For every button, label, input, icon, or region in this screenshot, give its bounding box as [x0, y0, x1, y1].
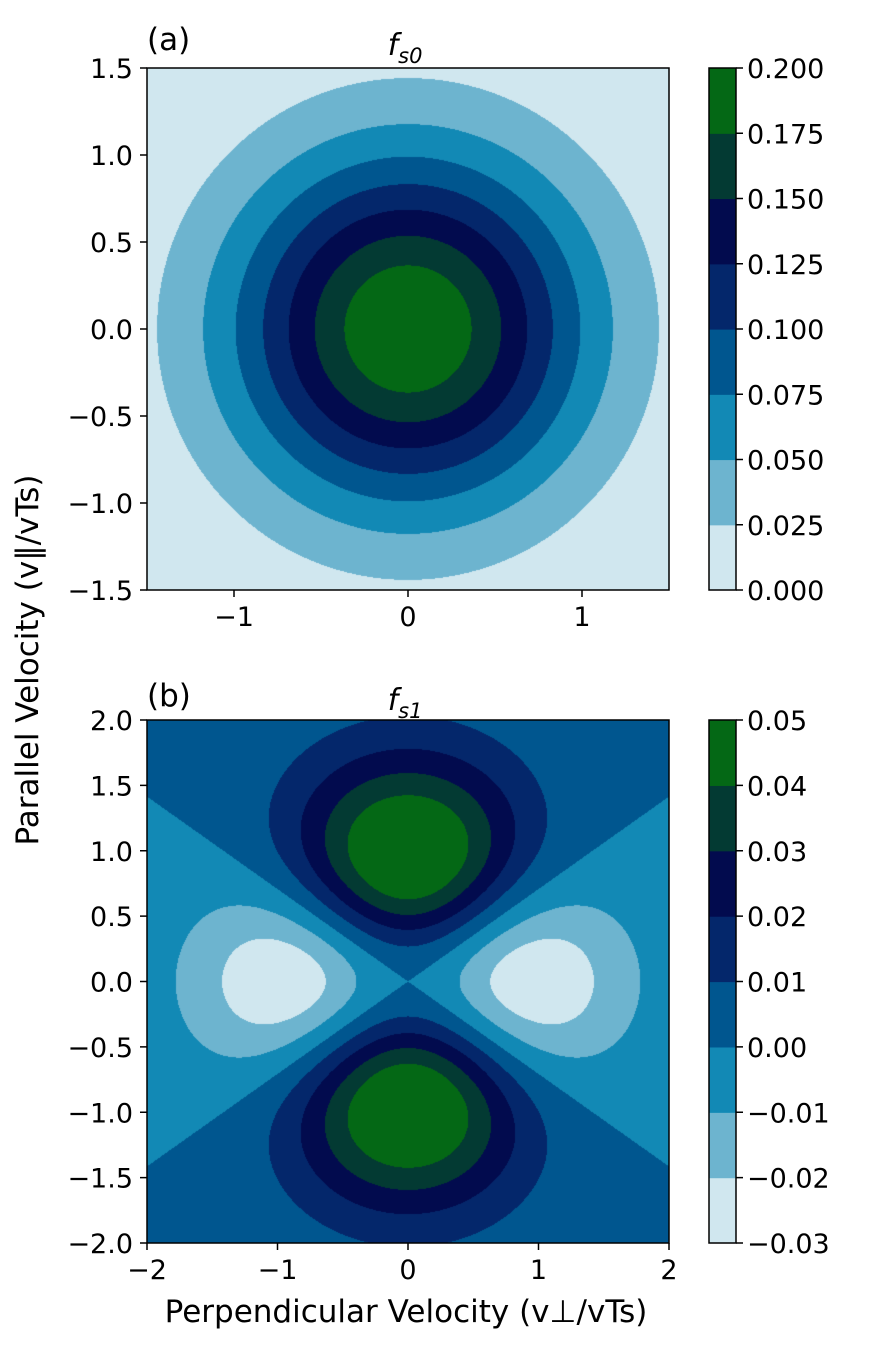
- colorbar-band-b: [709, 1177, 736, 1244]
- y-tick-label-b: 1.5: [90, 771, 133, 802]
- colorbar-tick-label-a: 0.025: [747, 511, 824, 542]
- y-tick-label-b: −0.5: [67, 1033, 133, 1064]
- x-tick-label-b: −1: [258, 1255, 298, 1286]
- y-tick-label-b: 0.5: [90, 902, 133, 933]
- y-tick-label-a: 0.0: [90, 315, 133, 346]
- y-tick-label-a: −1.5: [67, 576, 133, 607]
- colorbar-band-a: [709, 394, 736, 461]
- colorbar-tick-label-a: 0.200: [747, 54, 824, 85]
- colorbar-band-b: [709, 916, 736, 983]
- y-tick-label-a: −1.0: [67, 489, 133, 520]
- axis-ticks-b: −2 −1 0 1 2 2.0 1.5 1.0 0.5 0.0 −0.5 −1.0 −1.5 −2.0: [67, 706, 677, 1286]
- x-tick-label-a: 0: [399, 602, 416, 633]
- contour-plot-b: [146, 719, 670, 1244]
- x-tick-label-b: 2: [660, 1255, 677, 1286]
- colorbar-tick-label-b: 0.04: [747, 771, 807, 802]
- colorbar-tick-label-a: 0.000: [747, 576, 824, 607]
- y-tick-label-a: 1.5: [90, 54, 133, 85]
- colorbar-band-a: [709, 329, 736, 395]
- colorbar-b: −0.03 −0.02 −0.01 0.00 0.01 0.02 0.03 0.04 0.05: [708, 706, 830, 1260]
- colorbar-tick-label-a: 0.100: [747, 315, 824, 346]
- panel-a: 0.000 0.025 0.050 0.075 0.100 0.125 0.150 0.175…: [67, 22, 824, 633]
- colorbar-tick-label-b: 0.01: [747, 968, 807, 999]
- y-tick-label-b: −1.5: [67, 1164, 133, 1195]
- colorbar-band-a: [709, 133, 736, 200]
- colorbar-tick-label-b: −0.02: [747, 1164, 830, 1195]
- colorbar-tick-label-a: 0.150: [747, 185, 824, 216]
- colorbar-band-b: [709, 981, 736, 1048]
- axis-ticks-a: −1 0 1 1.5 1.0 0.5 0.0 −0.5 −1.0 −1.5: [67, 54, 590, 633]
- y-tick-label-a: 0.5: [90, 228, 133, 259]
- y-tick-label-a: −0.5: [67, 402, 133, 433]
- y-tick-label-b: −1.0: [67, 1098, 133, 1129]
- y-tick-label-b: 2.0: [90, 706, 133, 737]
- colorbar-band-b: [709, 720, 736, 786]
- colorbar-tick-label-a: 0.125: [747, 250, 824, 281]
- colorbar-tick-label-b: 0.05: [747, 706, 807, 737]
- x-tick-label-b: −2: [127, 1255, 167, 1286]
- plot-title-b: fs1: [388, 683, 423, 723]
- colorbar-tick-label-b: 0.03: [747, 837, 807, 868]
- colorbar-band-a: [709, 68, 736, 134]
- y-tick-label-a: 1.0: [90, 141, 133, 172]
- colorbar-tick-label-b: 0.02: [747, 902, 807, 933]
- x-tick-label-b: 0: [399, 1255, 416, 1286]
- colorbar-band-b: [709, 785, 736, 852]
- colorbar-band-a: [709, 198, 736, 265]
- x-tick-label-a: 1: [573, 602, 590, 633]
- y-tick-label-b: 1.0: [90, 837, 133, 868]
- contour-fill-b: [147, 720, 669, 1243]
- panel-b: −0.03−0.02−0.010.000.010.020.030.040.05 …: [67, 678, 829, 1286]
- colorbar-a: 0.000 0.025 0.050 0.075 0.100 0.125 0.150 0.175…: [708, 54, 824, 607]
- colorbar-band-a: [709, 459, 736, 526]
- colorbar-tick-label-a: 0.050: [747, 446, 824, 477]
- y-axis-label: Parallel Velocity (v‖/vTs): [10, 474, 46, 845]
- colorbar-tick-label-b: −0.01: [747, 1098, 830, 1129]
- x-tick-label-a: −1: [214, 602, 254, 633]
- colorbar-band-b: [709, 850, 736, 917]
- plot-title-a: fs0: [388, 28, 423, 68]
- colorbar-tick-label-a: 0.075: [747, 380, 824, 411]
- colorbar-tick-label-b: −0.03: [747, 1229, 830, 1260]
- colorbar-band-b: [709, 1112, 736, 1179]
- colorbar-band-a: [709, 263, 736, 330]
- y-tick-label-b: −2.0: [67, 1229, 133, 1260]
- colorbar-band-b: [709, 1046, 736, 1113]
- colorbar-tick-label-b: 0.00: [747, 1033, 807, 1064]
- x-tick-label-b: 1: [530, 1255, 547, 1286]
- panel-label-b: (b): [147, 678, 191, 714]
- contour-plot-a: [146, 67, 670, 591]
- contour-fill-a: [147, 68, 669, 590]
- x-axis-label: Perpendicular Velocity (v⊥/vTs): [165, 1294, 648, 1330]
- panel-label-a: (a): [147, 22, 190, 58]
- colorbar-band-a: [709, 524, 736, 591]
- colorbar-tick-label-a: 0.175: [747, 119, 824, 150]
- y-tick-label-b: 0.0: [90, 968, 133, 999]
